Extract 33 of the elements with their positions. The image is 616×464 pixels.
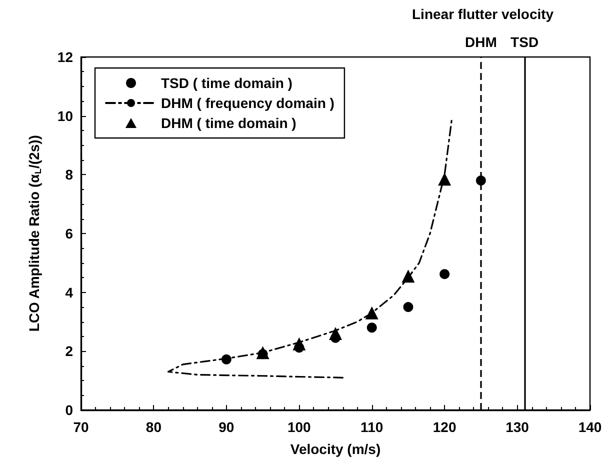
x-tick-label: 110	[360, 419, 384, 435]
point	[438, 172, 452, 186]
ref-line-label: TSD	[510, 34, 539, 50]
x-tick-label: 140	[578, 419, 602, 435]
x-tick-label: 130	[506, 419, 530, 435]
point	[365, 306, 378, 320]
point	[366, 322, 377, 333]
x-tick-label: 90	[218, 419, 234, 435]
y-tick-label: 2	[65, 343, 74, 360]
y-tick-label: 12	[57, 49, 74, 65]
x-axis-title: Velocity (m/s)	[290, 441, 381, 457]
legend-label: TSD ( time domain )	[161, 75, 292, 91]
x-tick-label: 100	[287, 419, 312, 435]
text: Linear flutter velocity	[412, 6, 554, 22]
ref-line-label: DHM	[464, 34, 497, 50]
legend-label: DHM ( time domain )	[161, 115, 296, 131]
y-tick-label: 6	[65, 226, 74, 242]
point	[221, 354, 232, 364]
y-tick-label: 4	[65, 284, 74, 300]
x-tick-label: 70	[73, 419, 89, 435]
y-tick-label: 10	[57, 108, 74, 124]
x-tick-label: 120	[432, 419, 456, 435]
point	[329, 327, 342, 340]
y-tick-label: 0	[65, 402, 74, 418]
x-tick-label: 80	[146, 419, 162, 435]
y-axis-title: LCO Amplitude Ratio (αL/(2s))	[26, 135, 43, 332]
point	[256, 346, 270, 360]
point	[440, 269, 450, 280]
point	[403, 302, 414, 312]
legend-label: DHM ( frequency domain )	[161, 95, 334, 111]
point	[402, 270, 415, 283]
y-tick-label: 8	[65, 166, 74, 183]
point	[292, 337, 306, 350]
